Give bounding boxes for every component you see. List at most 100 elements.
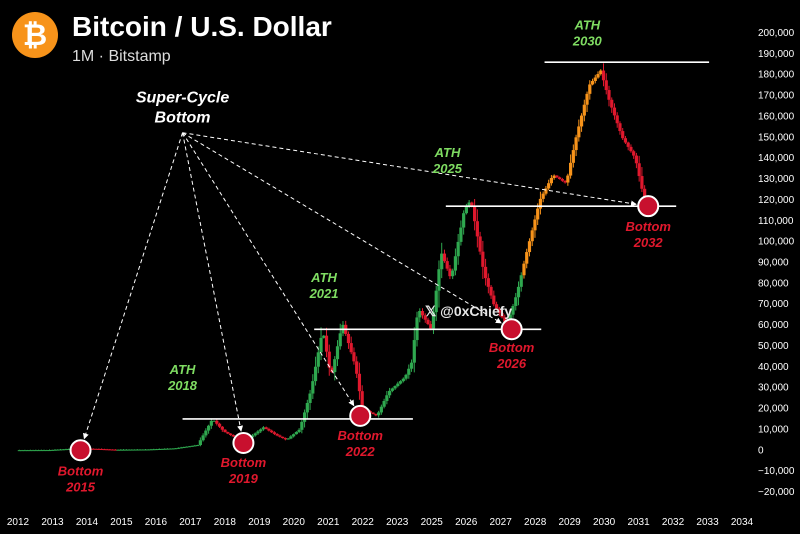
candle-body xyxy=(530,230,534,242)
candle-body xyxy=(623,138,628,143)
cycle-arrow xyxy=(182,132,244,432)
candle-body xyxy=(201,435,205,441)
x-tick-label: 2027 xyxy=(490,517,513,528)
candle-body xyxy=(549,178,554,184)
candle-body xyxy=(289,436,293,439)
candle-body xyxy=(294,432,298,435)
candle-body xyxy=(53,449,57,451)
cycle-arrow xyxy=(182,132,355,407)
ath-label-line2: 2021 xyxy=(309,286,339,301)
candle-body xyxy=(396,383,400,387)
candle-body xyxy=(135,449,139,451)
candle-body xyxy=(596,74,600,78)
y-tick-label: 10,000 xyxy=(758,424,789,435)
candle-body xyxy=(132,449,137,451)
candle-body xyxy=(456,241,460,257)
y-tick-label: 190,000 xyxy=(758,49,795,60)
candle-body xyxy=(599,70,603,75)
candle-body xyxy=(522,263,526,276)
candle-body xyxy=(442,253,447,262)
candle-body xyxy=(283,438,287,440)
bottom-marker xyxy=(69,439,92,462)
candle-body xyxy=(182,447,186,449)
candle-body xyxy=(58,449,63,451)
super-cycle-label-line2: Bottom xyxy=(155,110,211,127)
candle-body xyxy=(31,450,35,452)
candle-body xyxy=(209,420,213,426)
x-tick-label: 2033 xyxy=(696,517,719,528)
candle-body xyxy=(212,420,216,422)
y-tick-label: 70,000 xyxy=(758,299,789,310)
x-tick-label: 2022 xyxy=(352,517,375,528)
candle-body xyxy=(634,155,639,164)
candle-body xyxy=(116,449,120,451)
candle-body xyxy=(445,261,449,269)
candle-body xyxy=(327,351,331,368)
y-tick-label: 20,000 xyxy=(758,404,789,415)
candle-body xyxy=(157,449,161,451)
candle-body xyxy=(174,448,178,450)
candle-body xyxy=(305,402,309,413)
candle-body xyxy=(467,202,471,207)
candle-body xyxy=(497,308,501,313)
candle-body xyxy=(67,448,71,450)
x-tick-label: 2028 xyxy=(524,517,547,528)
candle-body xyxy=(261,427,266,430)
candle-body xyxy=(223,429,227,433)
candle-body xyxy=(420,311,425,316)
y-tick-label: 200,000 xyxy=(758,28,795,39)
candle-body xyxy=(486,278,490,287)
cycle-arrow xyxy=(82,132,184,440)
candle-body xyxy=(481,251,485,267)
candle-body xyxy=(28,450,32,452)
y-tick-label: 90,000 xyxy=(758,258,789,269)
candle-body xyxy=(423,315,427,320)
candle-body xyxy=(593,77,597,81)
candle-body xyxy=(119,449,123,451)
x-tick-label: 2016 xyxy=(145,517,168,528)
x-tick-label: 2020 xyxy=(283,517,306,528)
candle-body xyxy=(453,256,458,271)
candle-body xyxy=(253,433,257,436)
candle-body xyxy=(64,449,68,451)
candle-body xyxy=(610,99,614,108)
candle-body xyxy=(185,446,189,448)
bottom-label-line2: 2015 xyxy=(65,479,96,494)
candle-body xyxy=(97,448,101,450)
candle-body xyxy=(176,447,181,449)
candle-body xyxy=(113,449,117,451)
candle-body xyxy=(604,80,608,91)
cycle-arrow xyxy=(182,132,637,207)
y-tick-label: −20,000 xyxy=(758,487,795,498)
candle-body xyxy=(91,448,96,450)
ath-label-line1: ATH xyxy=(310,270,337,285)
candle-body xyxy=(503,317,507,322)
candle-body xyxy=(152,449,156,451)
candle-body xyxy=(514,297,518,306)
candle-body xyxy=(464,206,468,214)
candle-body xyxy=(407,368,411,375)
candle-body xyxy=(640,176,644,189)
candle-body xyxy=(637,163,641,177)
candle-body xyxy=(127,449,131,451)
candle-body xyxy=(146,449,150,451)
x-axis: 2012 2013 2014 2015 2016 2017 2018 2019 2020 2021… xyxy=(7,517,754,528)
chart-title: Bitcoin / U.S. Dollar xyxy=(72,11,332,42)
candle-body xyxy=(111,449,115,451)
y-tick-label: 110,000 xyxy=(758,216,794,227)
candle-body xyxy=(538,198,543,209)
x-tick-label: 2019 xyxy=(248,517,271,528)
bottom-label-line2: 2022 xyxy=(345,444,376,459)
x-tick-label: 2017 xyxy=(179,517,202,528)
x-tick-label: 2032 xyxy=(662,517,685,528)
candle-body xyxy=(390,388,394,391)
candle-body xyxy=(94,448,98,450)
ath-levels xyxy=(182,61,710,420)
candle-body xyxy=(404,374,408,379)
bottom-marker xyxy=(637,195,660,218)
candle-body xyxy=(489,286,493,296)
candle-body xyxy=(483,266,488,279)
candle-body xyxy=(228,433,233,435)
x-tick-label: 2030 xyxy=(593,517,616,528)
candle-body xyxy=(434,290,438,313)
